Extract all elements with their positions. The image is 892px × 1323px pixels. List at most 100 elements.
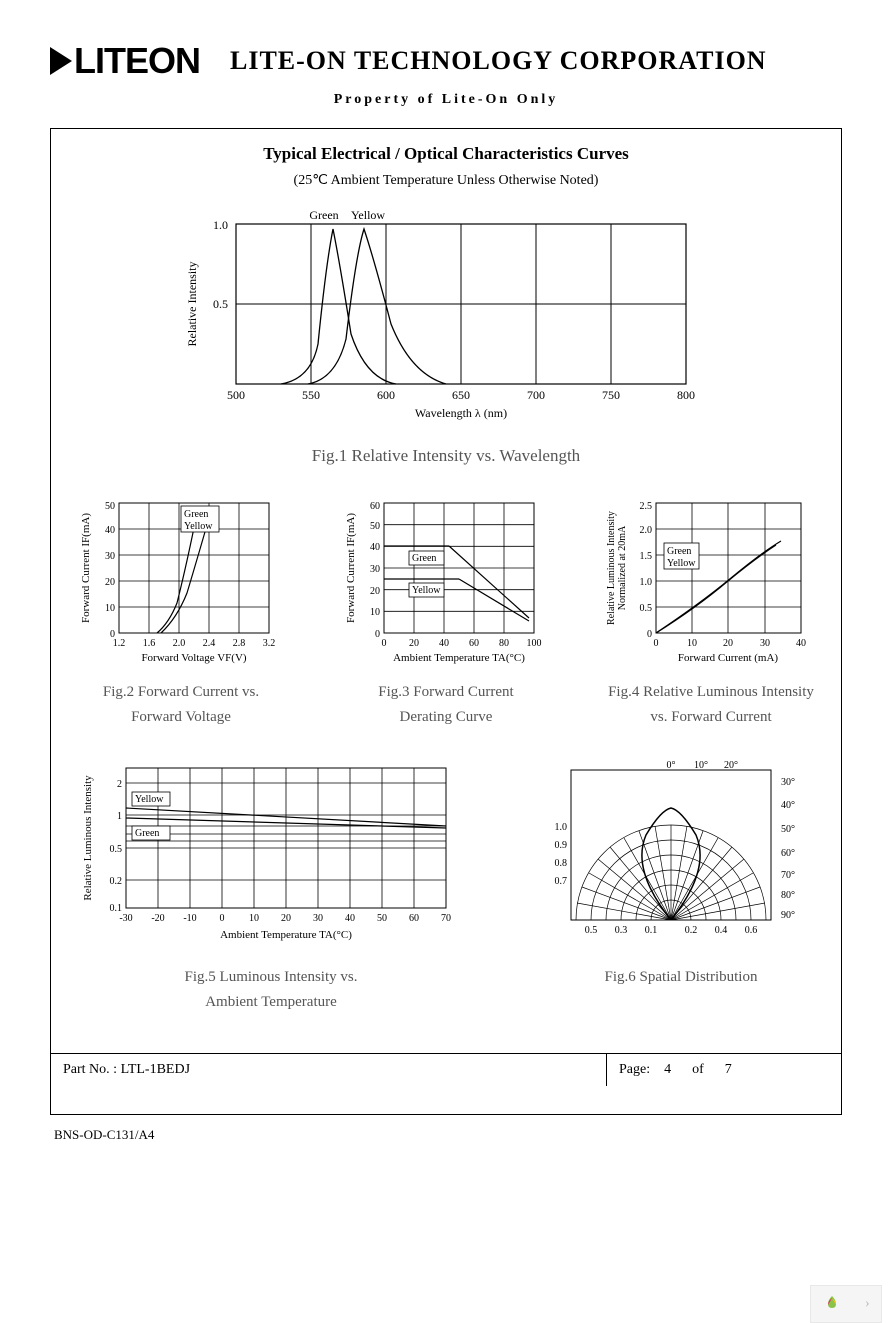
fig5-caption-l2: Ambient Temperature <box>71 992 471 1013</box>
svg-text:2: 2 <box>117 779 122 790</box>
fig3-caption-l1: Fig.3 Forward Current <box>336 682 556 703</box>
svg-text:-10: -10 <box>183 913 196 924</box>
svg-text:30: 30 <box>105 551 115 562</box>
svg-text:60: 60 <box>409 913 419 924</box>
svg-text:30: 30 <box>370 564 380 575</box>
svg-text:40: 40 <box>370 542 380 553</box>
svg-text:60°: 60° <box>781 848 795 859</box>
svg-text:-30: -30 <box>119 913 132 924</box>
svg-text:100: 100 <box>527 638 542 649</box>
svg-text:Forward Current IF(mA): Forward Current IF(mA) <box>345 512 357 622</box>
svg-text:50°: 50° <box>781 824 795 835</box>
leaf-icon <box>822 1294 842 1314</box>
fig1-yellow-label: Yellow <box>351 208 385 222</box>
svg-text:1.0: 1.0 <box>555 822 568 833</box>
fig1-green-label: Green <box>309 208 338 222</box>
fig3-caption-l2: Derating Curve <box>336 707 556 728</box>
svg-text:1.5: 1.5 <box>640 551 653 562</box>
page-subtitle: (25℃ Ambient Temperature Unless Otherwis… <box>71 172 821 189</box>
fig3: Green Yellow 60 50 40 30 20 10 0 0 20 <box>336 493 556 728</box>
svg-text:0.4: 0.4 <box>715 925 728 936</box>
fig1-chart: Green Yellow 1.0 0.5 500 550 600 650 700… <box>166 204 726 434</box>
svg-text:90°: 90° <box>781 910 795 921</box>
fig2-caption-l2: Forward Voltage <box>71 707 291 728</box>
svg-text:30°: 30° <box>781 777 795 788</box>
footer: Part No. : LTL-1BEDJ Page: 4 of 7 <box>51 1053 841 1086</box>
svg-text:Green: Green <box>135 828 159 839</box>
svg-text:0.6: 0.6 <box>745 925 758 936</box>
svg-text:Relative Luminous Intensity: Relative Luminous Intensity <box>82 775 94 901</box>
fig6: 0° 10° 20° 30° 40° 50° 60° 70° 80° 90° 1… <box>541 758 821 1013</box>
svg-text:70°: 70° <box>781 870 795 881</box>
svg-text:Ambient Temperature TA(°C): Ambient Temperature TA(°C) <box>220 929 352 941</box>
doc-code: BNS-OD-C131/A4 <box>54 1127 842 1143</box>
svg-text:Forward Current (mA): Forward Current (mA) <box>678 652 779 664</box>
svg-text:40: 40 <box>105 525 115 536</box>
svg-text:Forward Current IF(mA): Forward Current IF(mA) <box>80 512 92 622</box>
svg-text:2.0: 2.0 <box>173 638 186 649</box>
svg-text:50: 50 <box>377 913 387 924</box>
fig2-caption-l1: Fig.2 Forward Current vs. <box>71 682 291 703</box>
svg-text:20: 20 <box>281 913 291 924</box>
svg-text:10: 10 <box>370 607 380 618</box>
property-line: Property of Lite-On Only <box>50 92 842 108</box>
svg-text:2.0: 2.0 <box>640 525 653 536</box>
fig1: Green Yellow 1.0 0.5 500 550 600 650 700… <box>71 204 821 434</box>
row-figs-234: Green Yellow 50 40 30 20 10 0 1.2 1.6 2.… <box>71 493 821 728</box>
fig2: Green Yellow 50 40 30 20 10 0 1.2 1.6 2.… <box>71 493 291 728</box>
svg-text:40: 40 <box>439 638 449 649</box>
svg-text:20: 20 <box>409 638 419 649</box>
svg-text:20°: 20° <box>724 760 738 771</box>
svg-text:0.3: 0.3 <box>615 925 628 936</box>
svg-text:Yellow: Yellow <box>184 521 213 532</box>
svg-text:50: 50 <box>105 501 115 512</box>
svg-text:0: 0 <box>647 629 652 640</box>
svg-text:0.1: 0.1 <box>645 925 658 936</box>
svg-text:0.8: 0.8 <box>555 858 568 869</box>
svg-text:-20: -20 <box>151 913 164 924</box>
svg-text:80°: 80° <box>781 890 795 901</box>
svg-text:800: 800 <box>677 388 695 402</box>
svg-text:Yellow: Yellow <box>667 558 696 569</box>
fig4-caption-l1: Fig.4 Relative Luminous Intensity <box>601 682 821 703</box>
svg-text:Yellow: Yellow <box>135 794 164 805</box>
fig4: Green Yellow 2.5 2.0 1.5 1.0 0.5 0 0 10 … <box>601 493 821 728</box>
svg-text:60: 60 <box>469 638 479 649</box>
fig5: Yellow Green 2 1 0.5 0.2 0.1 -30 -20 -10 <box>71 758 471 1013</box>
footer-page: Page: 4 of 7 <box>607 1054 841 1086</box>
fig6-caption: Fig.6 Spatial Distribution <box>541 967 821 988</box>
corner-badge[interactable]: › <box>810 1285 882 1323</box>
svg-text:0.5: 0.5 <box>110 844 123 855</box>
chevron-right-icon: › <box>865 1296 870 1312</box>
svg-text:1.6: 1.6 <box>143 638 156 649</box>
svg-text:600: 600 <box>377 388 395 402</box>
logo-text: LITEON <box>74 40 200 82</box>
svg-text:1.0: 1.0 <box>213 218 228 232</box>
svg-text:Yellow: Yellow <box>412 585 441 596</box>
row-figs-56: Yellow Green 2 1 0.5 0.2 0.1 -30 -20 -10 <box>71 758 821 1013</box>
svg-text:650: 650 <box>452 388 470 402</box>
svg-text:Ambient Temperature TA(°C): Ambient Temperature TA(°C) <box>393 652 525 664</box>
svg-text:500: 500 <box>227 388 245 402</box>
svg-text:10: 10 <box>249 913 259 924</box>
page-title: Typical Electrical / Optical Characteris… <box>71 144 821 164</box>
svg-text:0.5: 0.5 <box>585 925 598 936</box>
svg-text:2.8: 2.8 <box>233 638 246 649</box>
fig1-xlabel: Wavelength λ (nm) <box>415 406 507 420</box>
svg-text:20: 20 <box>723 638 733 649</box>
svg-text:2.5: 2.5 <box>640 501 653 512</box>
svg-text:30: 30 <box>313 913 323 924</box>
svg-text:1.0: 1.0 <box>640 577 653 588</box>
company-name: LITE-ON TECHNOLOGY CORPORATION <box>230 46 767 76</box>
svg-text:2.4: 2.4 <box>203 638 216 649</box>
fig1-caption: Fig.1 Relative Intensity vs. Wavelength <box>71 444 821 468</box>
svg-text:1.2: 1.2 <box>113 638 126 649</box>
svg-text:1: 1 <box>117 811 122 822</box>
svg-text:20: 20 <box>105 577 115 588</box>
svg-text:10: 10 <box>105 603 115 614</box>
fig5-caption-l1: Fig.5 Luminous Intensity vs. <box>71 967 471 988</box>
svg-text:0.2: 0.2 <box>685 925 698 936</box>
svg-text:10: 10 <box>687 638 697 649</box>
svg-text:Forward Voltage VF(V): Forward Voltage VF(V) <box>141 652 246 664</box>
svg-text:60: 60 <box>370 501 380 512</box>
